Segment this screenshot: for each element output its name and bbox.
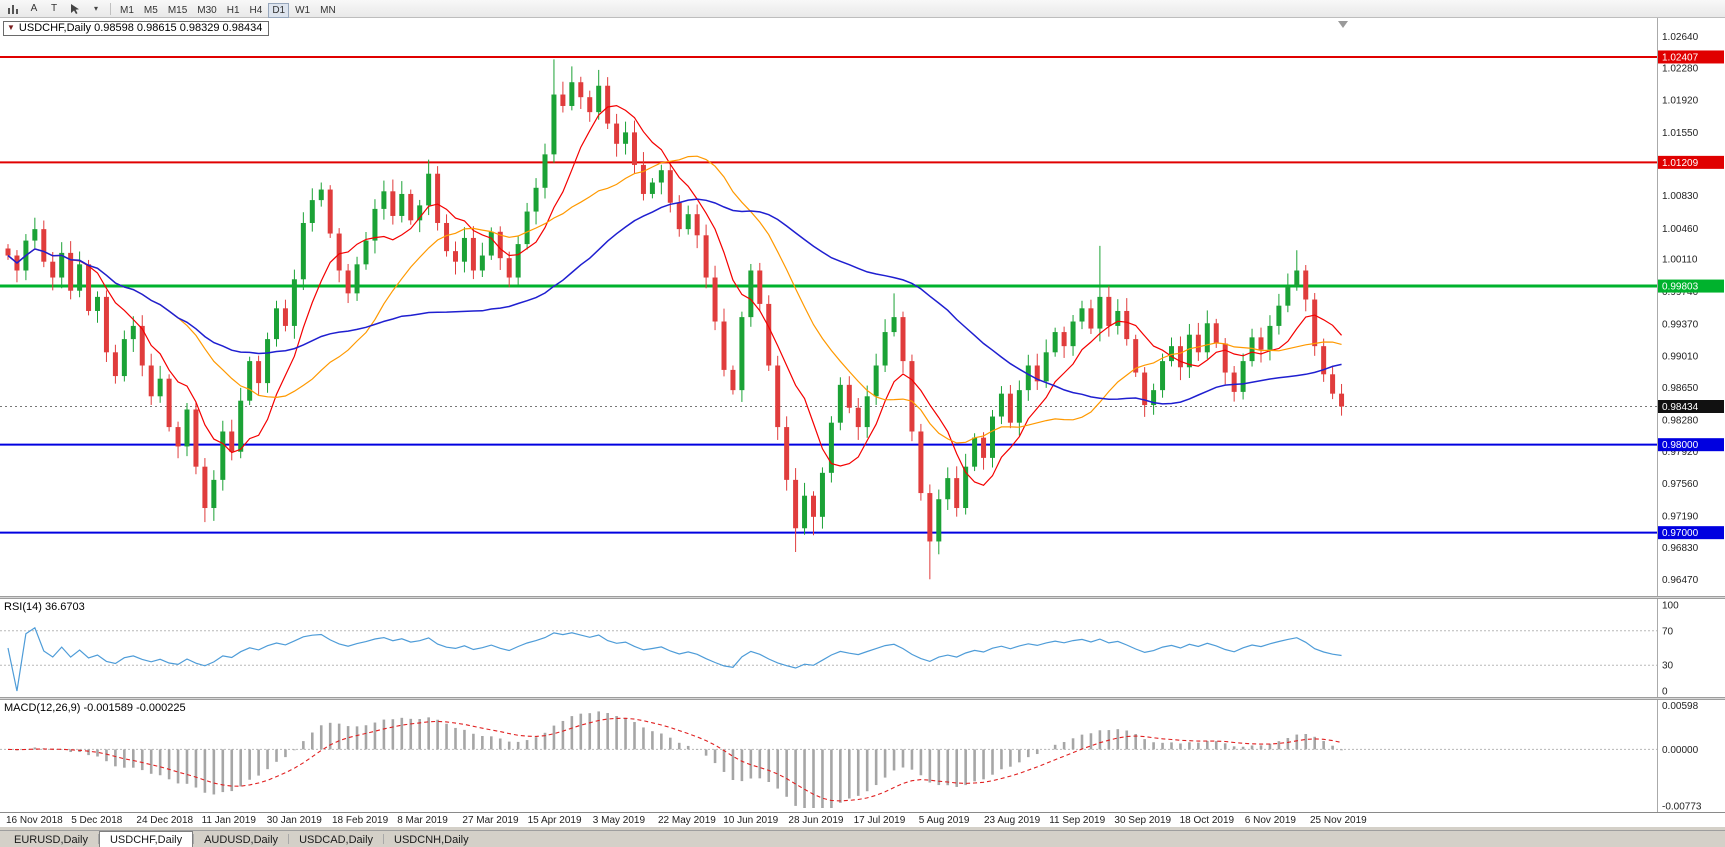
dropdown-arrow-icon[interactable]: ▾ [93, 4, 98, 13]
macd-title: MACD(12,26,9) -0.001589 -0.000225 [4, 702, 186, 714]
macd-panel: MACD(12,26,9) -0.001589 -0.000225 0.0059… [0, 700, 1725, 812]
rsi-panel: RSI(14) 36.6703 100 70 30 0 [0, 599, 1725, 697]
a-tool-button[interactable]: A [30, 3, 38, 14]
date-label: 27 Mar 2019 [462, 815, 519, 826]
date-label: 11 Jan 2019 [201, 815, 256, 826]
macd-canvas[interactable]: 0.00598 0.00000 -0.00773 [0, 700, 1725, 812]
date-label: 17 Jul 2019 [853, 815, 906, 826]
timeframe-button-m30[interactable]: M30 [197, 4, 217, 16]
timeframe-button-h4[interactable]: H4 [249, 4, 263, 16]
date-label: 5 Dec 2018 [71, 815, 123, 826]
timeframe-button-h1[interactable]: H1 [226, 4, 240, 16]
svg-text:0.97190: 0.97190 [1662, 511, 1699, 522]
date-label: 22 May 2019 [658, 815, 716, 826]
svg-text:1.02407: 1.02407 [1662, 52, 1699, 63]
svg-text:1.00460: 1.00460 [1662, 224, 1699, 235]
svg-text:0.98650: 0.98650 [1662, 383, 1699, 394]
top-toolbar: A T ▾ M1 M5 M15 M30 H1 H4 D1 W1 MN [0, 0, 1725, 18]
svg-text:0.98434: 0.98434 [1662, 402, 1699, 413]
date-label: 15 Apr 2019 [527, 815, 582, 826]
timeframe-button-m5[interactable]: M5 [143, 4, 158, 16]
date-label: 23 Aug 2019 [984, 815, 1041, 826]
date-label: 3 May 2019 [592, 815, 646, 826]
date-label: 24 Dec 2018 [136, 815, 194, 826]
main-chart-panel: ▼ USDCHF,Daily 0.98598 0.98615 0.98329 0… [0, 18, 1725, 596]
timeframe-button-m1[interactable]: M1 [120, 4, 134, 16]
date-label: 18 Feb 2019 [332, 815, 389, 826]
toolbar-separator [110, 2, 111, 15]
chart-tab-eurusd[interactable]: EURUSD,Daily [14, 833, 88, 846]
timeframe-buttons: M1 M5 M15 M30 H1 H4 D1 W1 MN [115, 0, 341, 18]
svg-text:0.97920: 0.97920 [1662, 447, 1699, 458]
collapse-arrow-icon[interactable]: ▼ [7, 23, 15, 32]
svg-text:0.97560: 0.97560 [1662, 479, 1699, 490]
panel-separator[interactable] [0, 596, 1725, 599]
date-label: 11 Sep 2019 [1049, 815, 1106, 826]
date-label: 6 Nov 2019 [1244, 815, 1296, 826]
chart-tab-usdchf[interactable]: USDCHF,Daily [98, 831, 194, 847]
tab-divider [193, 834, 195, 844]
svg-text:70: 70 [1662, 626, 1674, 637]
rsi-title: RSI(14) 36.6703 [4, 601, 85, 613]
svg-text:0.96830: 0.96830 [1662, 543, 1699, 554]
tabbar-gutter [0, 827, 1725, 830]
bar-chart-icon[interactable] [3, 1, 23, 16]
svg-text:1.02640: 1.02640 [1662, 32, 1699, 43]
cursor-icon[interactable] [65, 1, 85, 16]
svg-text:0.99803: 0.99803 [1662, 282, 1699, 293]
t-tool-button[interactable]: T [50, 3, 58, 14]
panel-separator[interactable] [0, 697, 1725, 700]
tab-divider [383, 834, 385, 844]
tab-divider [97, 834, 99, 844]
svg-text:0.98280: 0.98280 [1662, 416, 1699, 427]
svg-text:0.00598: 0.00598 [1662, 701, 1699, 712]
chart-tabbar: EURUSD,Daily USDCHF,Daily AUDUSD,Daily USDC… [0, 830, 1725, 847]
date-axis[interactable]: 16 Nov 2018 5 Dec 2018 24 Dec 2018 11 Jan 2… [0, 812, 1725, 827]
date-label: 18 Oct 2019 [1179, 815, 1235, 826]
chart-tab-usdcad[interactable]: USDCAD,Daily [299, 833, 374, 846]
svg-text:1.01209: 1.01209 [1662, 158, 1699, 169]
symbol-ohlc-text: USDCHF,Daily 0.98598 0.98615 0.98329 0.9… [18, 22, 263, 34]
date-label: 30 Jan 2019 [266, 815, 322, 826]
timeframe-button-m15[interactable]: M15 [167, 4, 188, 16]
date-label: 8 Mar 2019 [397, 815, 448, 826]
timeframe-button-mn[interactable]: MN [320, 4, 336, 16]
date-label: 10 Jun 2019 [723, 815, 779, 826]
svg-text:0.99010: 0.99010 [1662, 351, 1699, 362]
svg-text:0.96470: 0.96470 [1662, 575, 1699, 586]
svg-text:0: 0 [1662, 687, 1668, 698]
svg-text:0.98000: 0.98000 [1662, 440, 1699, 451]
svg-text:0.00000: 0.00000 [1662, 745, 1699, 756]
svg-text:0.99740: 0.99740 [1662, 287, 1699, 298]
svg-text:1.00830: 1.00830 [1662, 191, 1699, 202]
symbol-ohlc-box[interactable]: ▼ USDCHF,Daily 0.98598 0.98615 0.98329 0… [3, 21, 270, 36]
tab-divider [288, 834, 290, 844]
timeframe-button-d1[interactable]: D1 [268, 2, 290, 18]
rsi-canvas[interactable]: 100 70 30 0 [0, 599, 1725, 697]
svg-text:1.01550: 1.01550 [1662, 128, 1699, 139]
svg-text:-0.00773: -0.00773 [1662, 802, 1702, 812]
date-label: 30 Sep 2019 [1114, 815, 1172, 826]
chart-shift-marker [1338, 21, 1348, 28]
svg-text:0.97000: 0.97000 [1662, 528, 1699, 539]
svg-text:1.02280: 1.02280 [1662, 64, 1699, 75]
date-label: 16 Nov 2018 [6, 815, 63, 826]
chart-tab-audusd[interactable]: AUDUSD,Daily [204, 833, 279, 846]
date-label: 25 Nov 2019 [1310, 815, 1367, 826]
timeframe-button-w1[interactable]: W1 [295, 4, 311, 16]
date-label: 28 Jun 2019 [788, 815, 844, 826]
chart-tab-usdcnh[interactable]: USDCNH,Daily [394, 833, 469, 846]
svg-text:100: 100 [1662, 601, 1679, 612]
svg-text:30: 30 [1662, 661, 1674, 672]
svg-text:1.00110: 1.00110 [1662, 255, 1698, 266]
svg-text:0.99370: 0.99370 [1662, 320, 1699, 331]
svg-text:1.01920: 1.01920 [1662, 95, 1699, 106]
main-chart-canvas[interactable]: 1.02640 1.02280 1.01920 1.01550 1.00830 1.004… [0, 18, 1725, 596]
date-label: 5 Aug 2019 [918, 815, 970, 826]
